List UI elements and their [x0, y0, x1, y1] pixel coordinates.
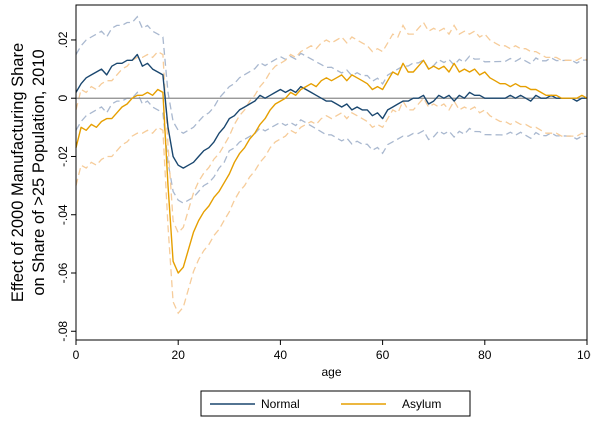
y-axis-label-line-2: on Share of >25 Population, 2010 [30, 49, 48, 295]
ci-band-lower-normal [75, 91, 588, 204]
ci-band-upper-normal [75, 15, 587, 134]
y-tick-label: -.06 [56, 262, 70, 283]
y-axis-label-line-1: Effect of 2000 Manufacturing Share [9, 43, 27, 302]
y-tick-label: 0 [56, 95, 70, 102]
series-line-normal [75, 53, 587, 169]
y-tick-label: .02 [56, 31, 70, 48]
ci-band-lower-asylum [75, 97, 588, 315]
x-axis-label: age [321, 365, 341, 379]
series-line-asylum [75, 59, 588, 274]
series-lines [75, 53, 588, 274]
legend-label-normal: Normal [261, 397, 300, 411]
x-tick-label: 40 [274, 348, 288, 362]
y-tick-label: -.02 [56, 146, 70, 167]
y-axis: .02 0 -.02 -.04 -.06 -.08 [56, 31, 76, 342]
confidence-bands [75, 15, 588, 315]
plot-frame [75, 4, 588, 341]
x-tick-label: 60 [376, 348, 390, 362]
legend: Normal Asylum [200, 390, 471, 417]
x-tick-label: 20 [172, 348, 186, 362]
x-tick-label: 100 [577, 348, 591, 362]
ci-band-upper-asylum [75, 21, 588, 234]
y-tick-label: -.04 [56, 204, 70, 225]
y-tick-label: -.08 [56, 321, 70, 342]
x-axis: 0 20 40 60 80 100 [73, 340, 591, 362]
legend-label-asylum: Asylum [402, 397, 441, 411]
x-tick-label: 80 [478, 348, 492, 362]
x-tick-label: 0 [73, 348, 80, 362]
